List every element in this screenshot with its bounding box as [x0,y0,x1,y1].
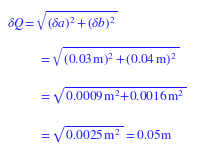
Text: $= \sqrt{0.0009\,\mathrm{m}^{2}\!+\!0.0016\,\mathrm{m}^{2}}$: $= \sqrt{0.0009\,\mathrm{m}^{2}\!+\!0.00… [39,86,187,106]
Text: $= \sqrt{0.0025\,\mathrm{m}^{2}}\; = 0.05\mathrm{m}$: $= \sqrt{0.0025\,\mathrm{m}^{2}}\; = 0.0… [39,124,173,145]
Text: $\delta Q = \sqrt{(\delta a)^2 + (\delta b)^2}$: $\delta Q = \sqrt{(\delta a)^2 + (\delta… [7,9,118,33]
Text: $= \sqrt{(0.03\,\mathrm{m})^2 + (0.04\,\mathrm{m})^2}$: $= \sqrt{(0.03\,\mathrm{m})^2 + (0.04\,\… [39,46,179,69]
